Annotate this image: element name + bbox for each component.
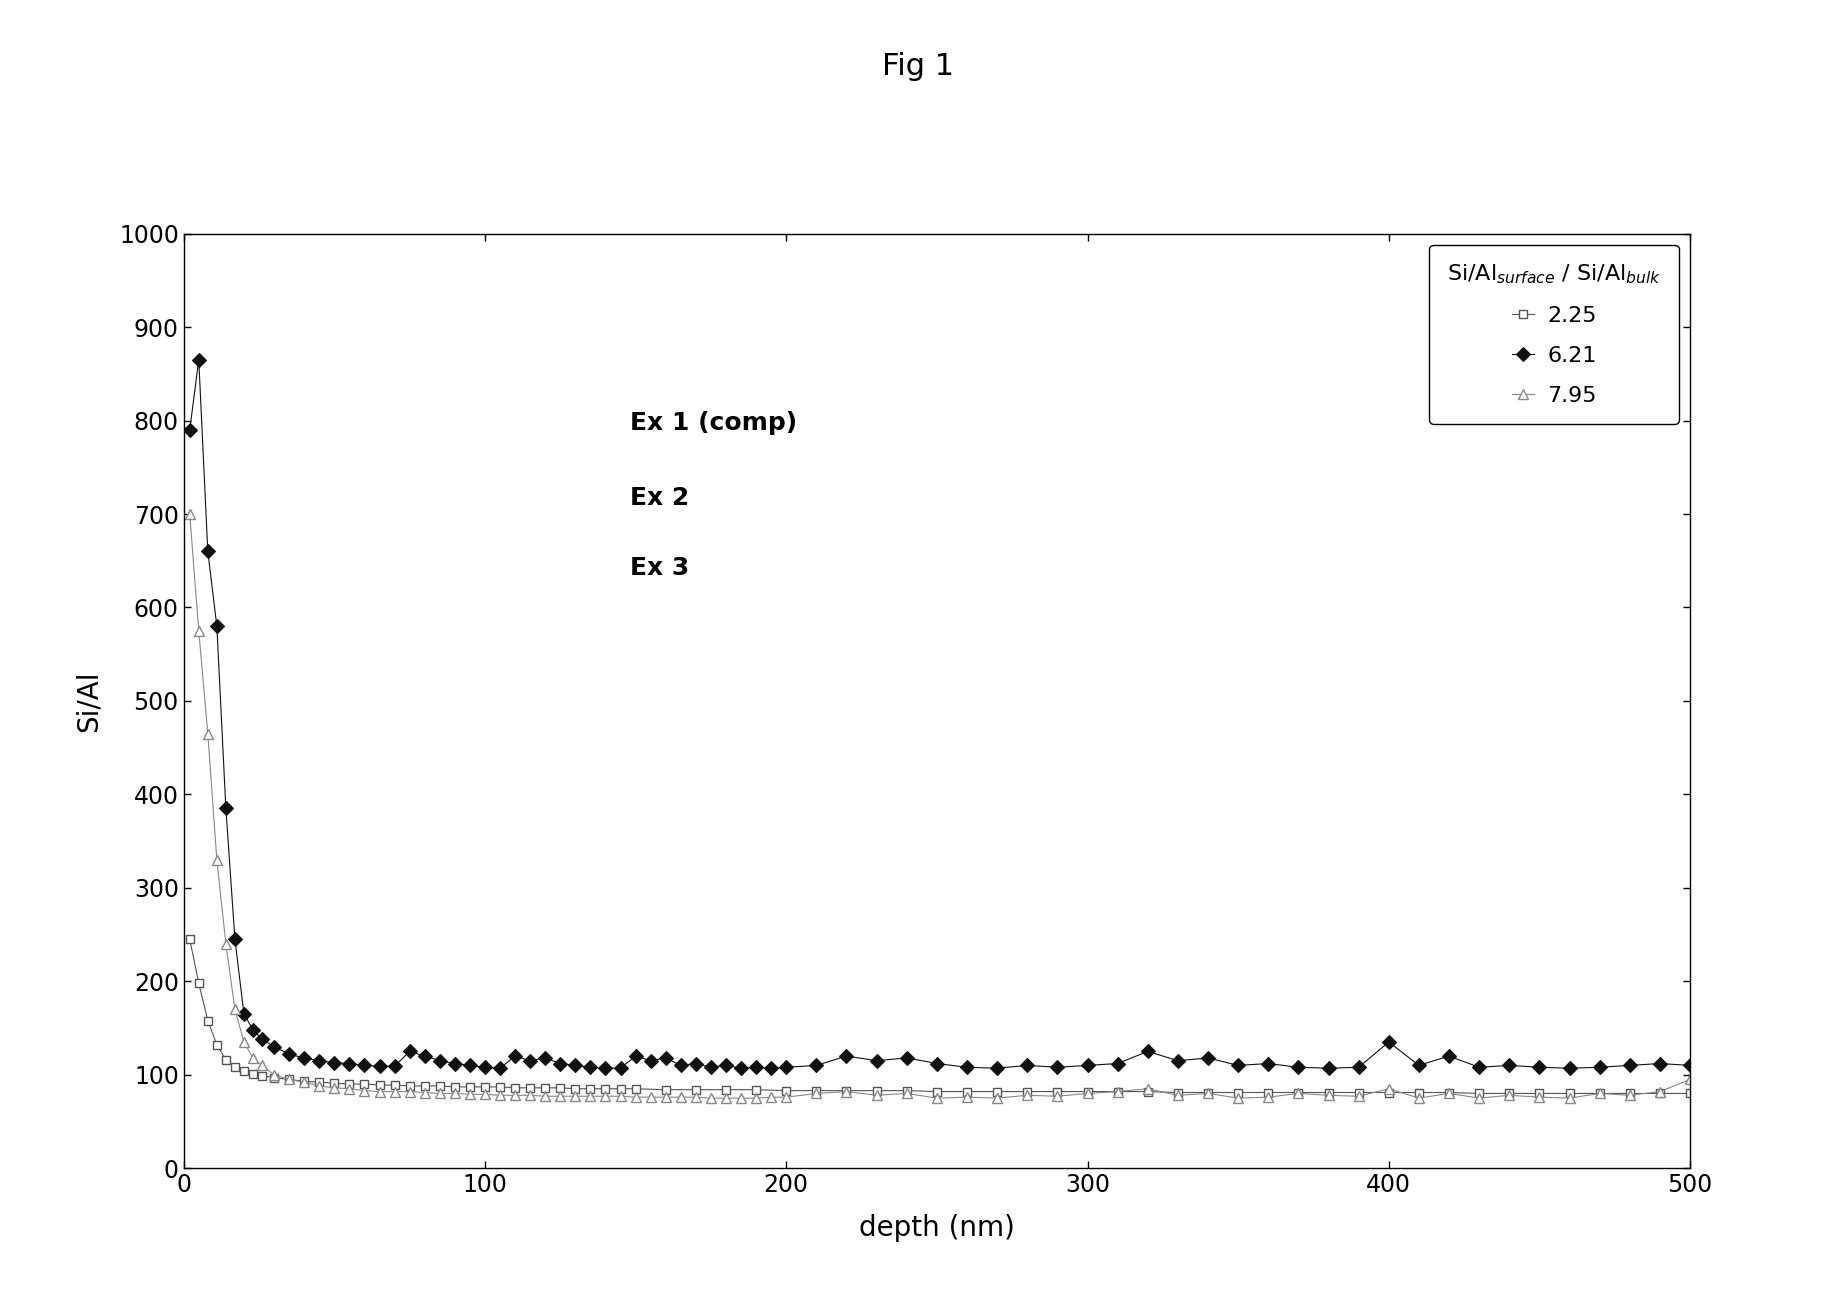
6.21 bbox=[369, 1059, 391, 1075]
7.95 bbox=[353, 1083, 375, 1098]
6.21 bbox=[761, 1060, 783, 1076]
6.21 bbox=[1528, 1059, 1550, 1075]
2.25 bbox=[805, 1083, 827, 1098]
Text: Ex 1 (comp): Ex 1 (comp) bbox=[630, 411, 797, 435]
Text: Fig 1: Fig 1 bbox=[882, 52, 955, 80]
6.21 bbox=[489, 1060, 511, 1076]
7.95 bbox=[369, 1084, 391, 1099]
6.21 bbox=[1679, 1058, 1701, 1073]
6.21 bbox=[520, 1053, 542, 1068]
2.25 bbox=[1650, 1085, 1672, 1101]
7.95 bbox=[1679, 1072, 1701, 1088]
6.21 bbox=[187, 352, 209, 367]
2.25 bbox=[323, 1075, 345, 1090]
Line: 2.25: 2.25 bbox=[186, 935, 1694, 1098]
2.25 bbox=[474, 1079, 496, 1094]
7.95 bbox=[489, 1088, 511, 1103]
Text: Ex 3: Ex 3 bbox=[630, 556, 689, 580]
Legend: 2.25, 6.21, 7.95: 2.25, 6.21, 7.95 bbox=[1429, 245, 1679, 424]
Line: 7.95: 7.95 bbox=[186, 509, 1696, 1103]
2.25 bbox=[459, 1079, 481, 1094]
Line: 6.21: 6.21 bbox=[186, 354, 1696, 1073]
7.95 bbox=[700, 1090, 722, 1106]
Y-axis label: Si/Al: Si/Al bbox=[73, 670, 103, 732]
7.95 bbox=[1499, 1088, 1521, 1103]
6.21 bbox=[775, 1059, 797, 1075]
X-axis label: depth (nm): depth (nm) bbox=[860, 1214, 1014, 1242]
7.95 bbox=[746, 1090, 768, 1106]
Text: Ex 2: Ex 2 bbox=[630, 485, 689, 510]
2.25 bbox=[224, 1059, 246, 1075]
6.21 bbox=[384, 1059, 406, 1075]
2.25 bbox=[1679, 1085, 1701, 1101]
6.21 bbox=[178, 422, 200, 437]
7.95 bbox=[178, 506, 200, 522]
2.25 bbox=[1468, 1085, 1490, 1101]
2.25 bbox=[178, 932, 200, 948]
7.95 bbox=[761, 1089, 783, 1105]
